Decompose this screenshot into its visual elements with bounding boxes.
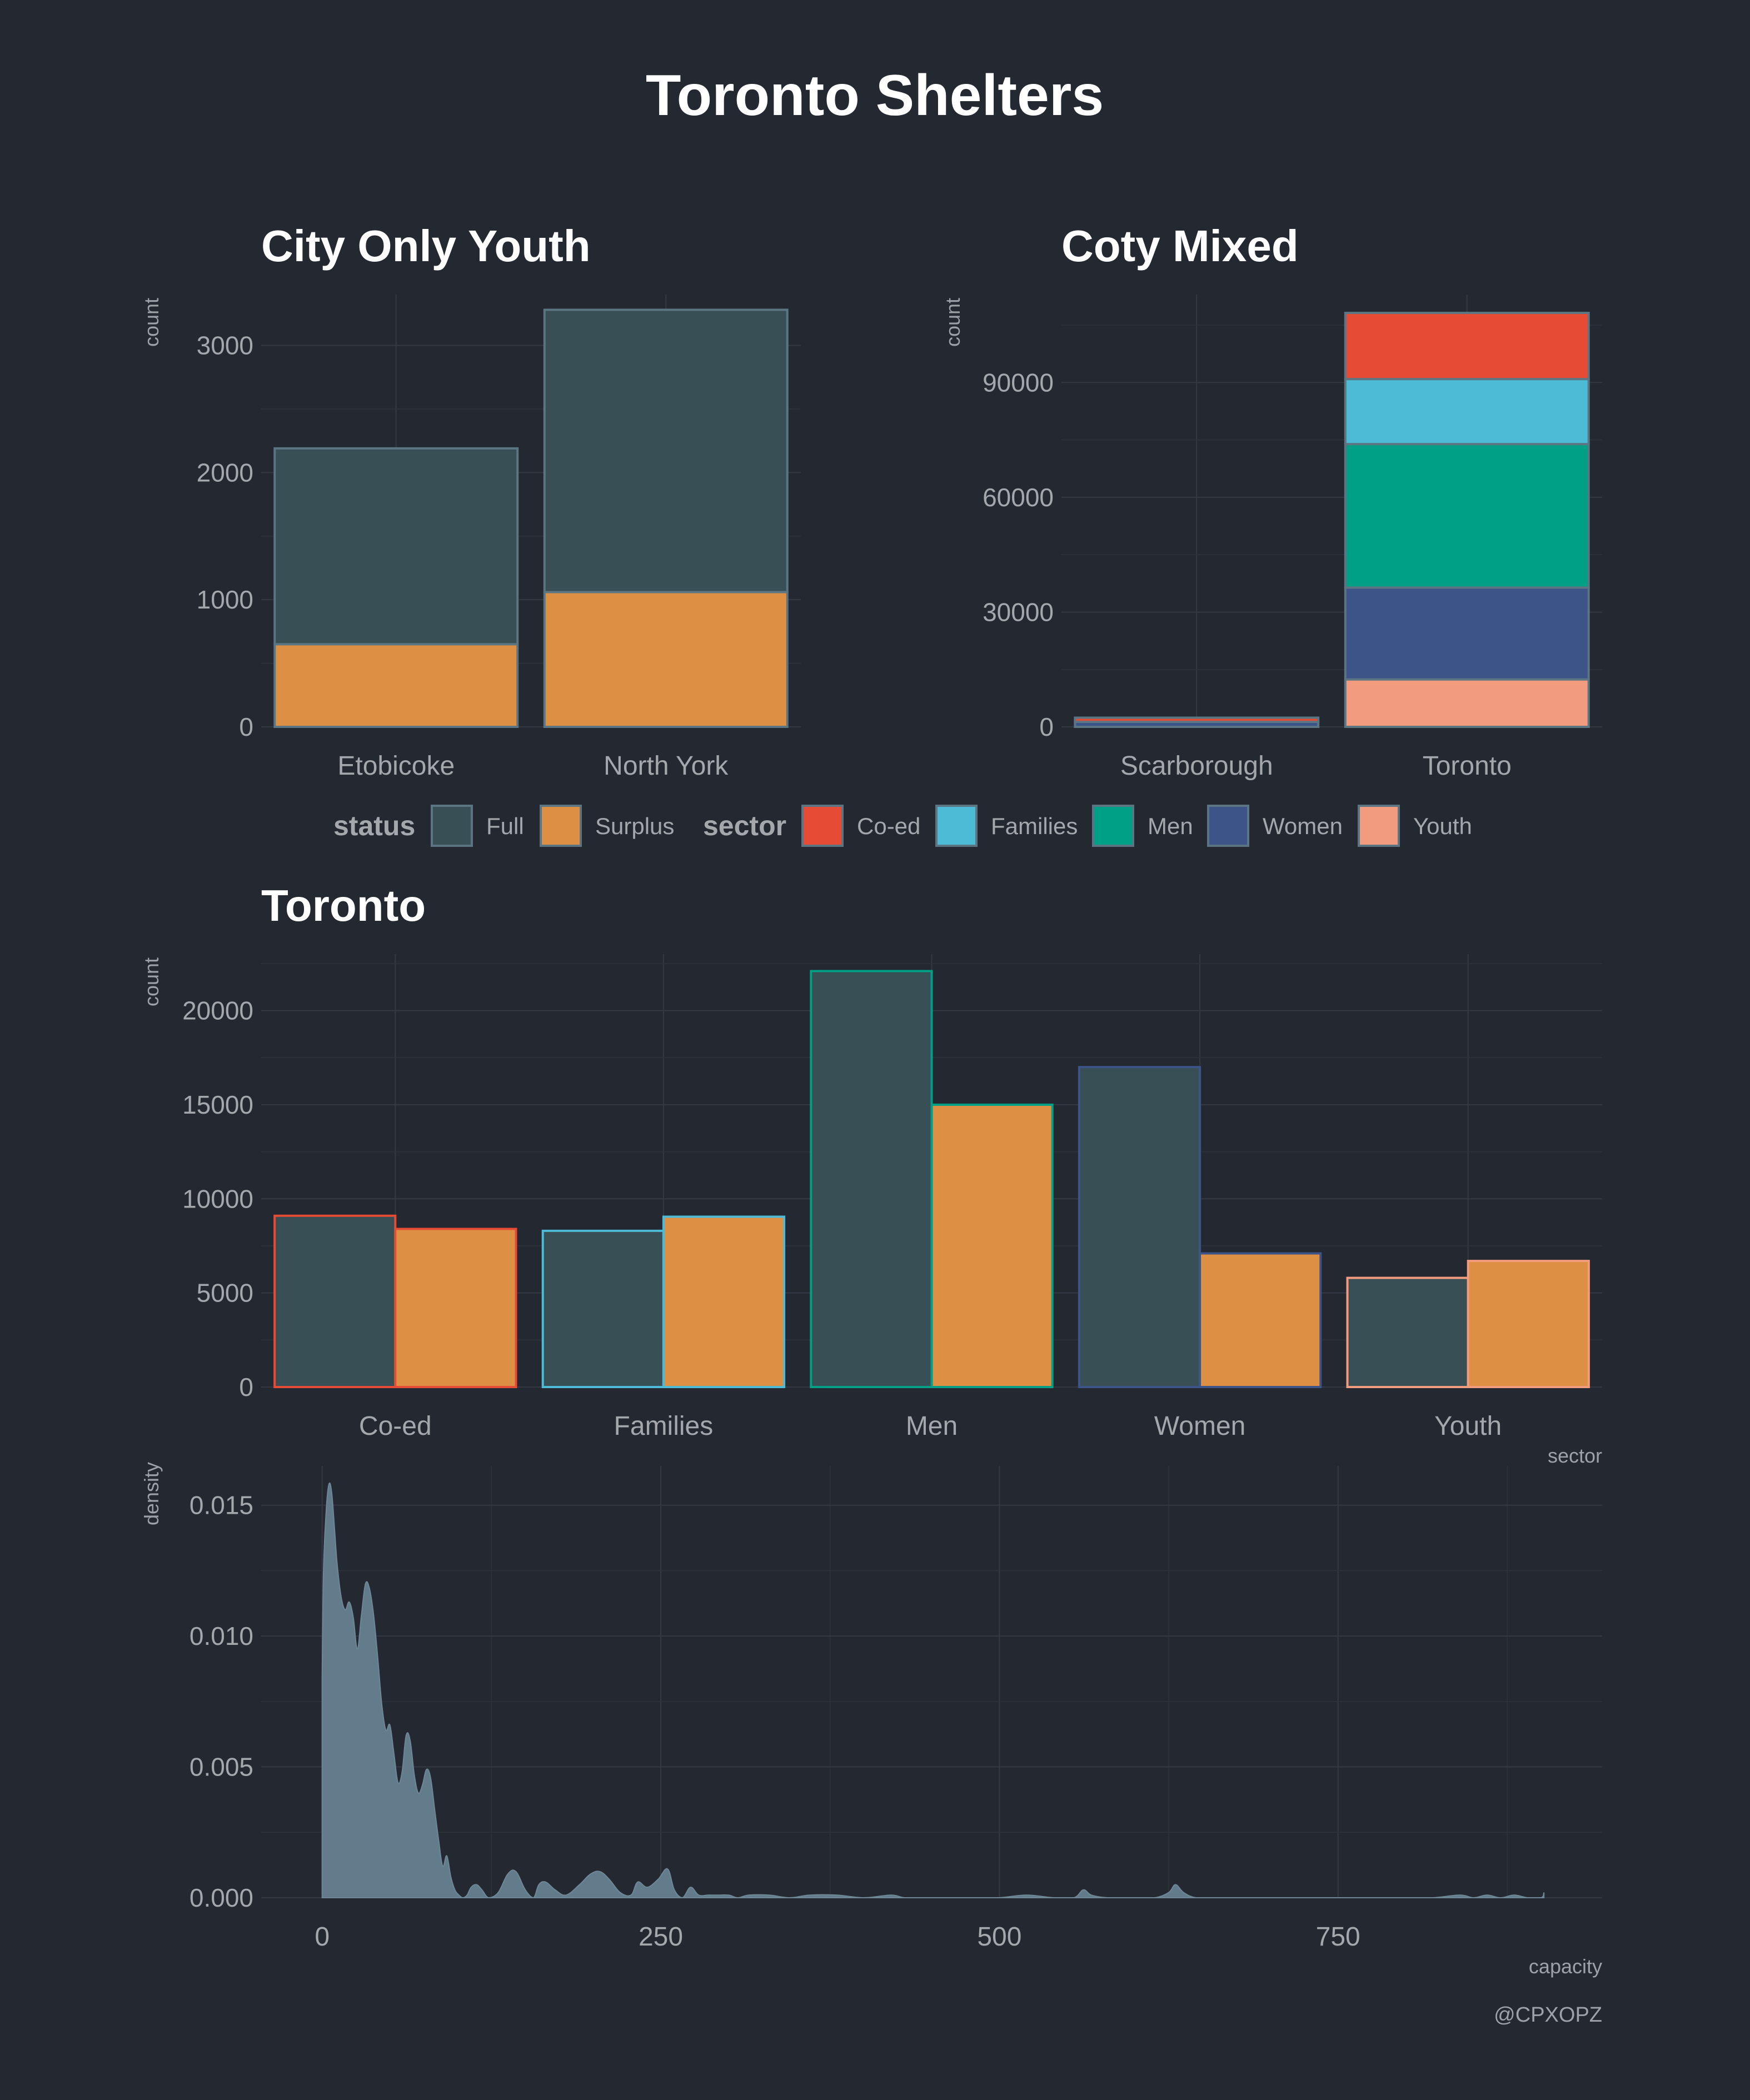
toronto-bar-men-surplus: [930, 1103, 1054, 1389]
city-only-youth-ytick-label: 0: [239, 712, 253, 741]
toronto-xtick-label: Families: [614, 1411, 714, 1441]
legend-label-surplus: Surplus: [595, 813, 674, 839]
toronto-bar-co-ed-full: [273, 1214, 397, 1388]
coty-mixed-ytick-label: 30000: [983, 597, 1054, 626]
toronto-xlabel: sector: [1548, 1444, 1602, 1467]
coty-mixed-ytick-label: 90000: [983, 368, 1054, 397]
toronto-xtick-label: Youth: [1434, 1411, 1502, 1441]
coty-mixed-bar-toronto-youth: [1344, 678, 1590, 729]
panel-city-only-youth: 0 1000 2000 3000 Etobicoke North York City Onl…: [140, 221, 801, 781]
legend-swatch-women: [1207, 805, 1249, 847]
city-only-youth-xtick-label: North York: [604, 751, 729, 781]
capacity-density-ytick-label: 0.010: [190, 1622, 253, 1650]
capacity-density-xtick-label: 750: [1316, 1922, 1360, 1952]
capacity-density-ylabel: density: [140, 1462, 163, 1525]
toronto-bar-families-full: [541, 1229, 665, 1388]
legend-swatch-families: [935, 805, 978, 847]
city-only-youth-bar-north-york-surplus: [543, 591, 789, 728]
city-only-youth-title: City Only Youth: [261, 221, 591, 271]
toronto-ylabel: count: [140, 957, 163, 1006]
legend-label-co-ed: Co-ed: [857, 813, 920, 839]
coty-mixed-xtick-label: Toronto: [1423, 751, 1512, 781]
legend-swatch-co-ed: [801, 805, 844, 847]
toronto-bar-youth-surplus: [1467, 1260, 1590, 1389]
legend: status Full Surplus sector Co-ed Families Men W…: [333, 805, 1472, 847]
legend-label-youth: Youth: [1413, 813, 1472, 839]
city-only-youth-bar-north-york-full: [543, 308, 789, 593]
coty-mixed-bar-toronto-men: [1344, 443, 1590, 589]
capacity-density-xtick-label: 0: [315, 1922, 330, 1952]
legend-status-title: status: [333, 810, 415, 841]
legend-label-women: Women: [1263, 813, 1343, 839]
capacity-density-xlabel: capacity: [1529, 1955, 1602, 1978]
toronto-bar-women-surplus: [1199, 1252, 1322, 1389]
toronto-xtick-label: Women: [1154, 1411, 1246, 1441]
caption: @CPXOPZ: [1494, 2003, 1602, 2027]
coty-mixed-ylabel: count: [941, 298, 964, 347]
toronto-title: Toronto: [261, 881, 426, 930]
coty-mixed-xtick-label: Scarborough: [1120, 751, 1273, 781]
city-only-youth-ytick-label: 3000: [197, 331, 253, 360]
legend-swatch-men: [1092, 805, 1134, 847]
toronto-bar-youth-full: [1346, 1276, 1469, 1389]
legend-swatch-surplus: [540, 805, 582, 847]
legend-sector-title: sector: [703, 810, 786, 841]
capacity-density-xtick-label: 250: [639, 1922, 683, 1952]
toronto-xtick-label: Men: [906, 1411, 958, 1441]
capacity-density-ytick-label: 0.015: [190, 1491, 253, 1520]
coty-mixed-bar-toronto-families: [1344, 378, 1590, 446]
legend-label-families: Families: [991, 813, 1078, 839]
toronto-bar-women-full: [1078, 1066, 1201, 1388]
city-only-youth-ytick-label: 2000: [197, 458, 253, 487]
city-only-youth-ylabel: count: [140, 298, 163, 347]
toronto-bar-co-ed-surplus: [394, 1228, 517, 1388]
toronto-ytick-label: 20000: [182, 996, 253, 1025]
city-only-youth-xtick-label: Etobicoke: [337, 751, 455, 781]
capacity-density-ytick-label: 0.005: [190, 1753, 253, 1782]
city-only-youth-bar-etobicoke-full: [273, 447, 519, 646]
legend-label-full: Full: [486, 813, 524, 839]
legend-swatch-full: [431, 805, 473, 847]
toronto-ytick-label: 0: [239, 1373, 253, 1401]
coty-mixed-bar-scarborough-co-ed: [1074, 716, 1320, 724]
toronto-bar-men-full: [810, 970, 933, 1389]
capacity-density-xtick-label: 500: [977, 1922, 1021, 1952]
panel-coty-mixed: 0 30000 60000 90000 Scarborough Toronto Coty M…: [941, 221, 1602, 781]
city-only-youth-ytick-label: 1000: [197, 585, 253, 614]
legend-label-men: Men: [1148, 813, 1193, 839]
city-only-youth-bar-etobicoke-surplus: [273, 643, 519, 728]
toronto-ytick-label: 10000: [182, 1184, 253, 1213]
coty-mixed-bar-toronto-women: [1344, 586, 1590, 681]
capacity-density-density-area: [321, 1482, 1545, 1899]
legend-swatch-youth: [1358, 805, 1400, 847]
panel-capacity-density: 0.000 0.005 0.010 0.015 0 250 500 750 capacity de…: [140, 1462, 1602, 1978]
capacity-density-ytick-label: 0.000: [190, 1883, 253, 1912]
toronto-ytick-label: 5000: [197, 1279, 253, 1308]
coty-mixed-ytick-label: 60000: [983, 483, 1054, 512]
coty-mixed-bar-toronto-co-ed: [1344, 312, 1590, 381]
panel-toronto: 0 5000 10000 15000 20000 Co-ed Families Men Wome…: [140, 881, 1602, 1467]
coty-mixed-title: Coty Mixed: [1061, 221, 1299, 271]
coty-mixed-ytick-label: 0: [1039, 712, 1054, 741]
toronto-ytick-label: 15000: [182, 1090, 253, 1119]
figure-title: Toronto Shelters: [646, 63, 1104, 128]
toronto-bar-families-surplus: [662, 1215, 786, 1389]
toronto-xtick-label: Co-ed: [359, 1411, 432, 1441]
